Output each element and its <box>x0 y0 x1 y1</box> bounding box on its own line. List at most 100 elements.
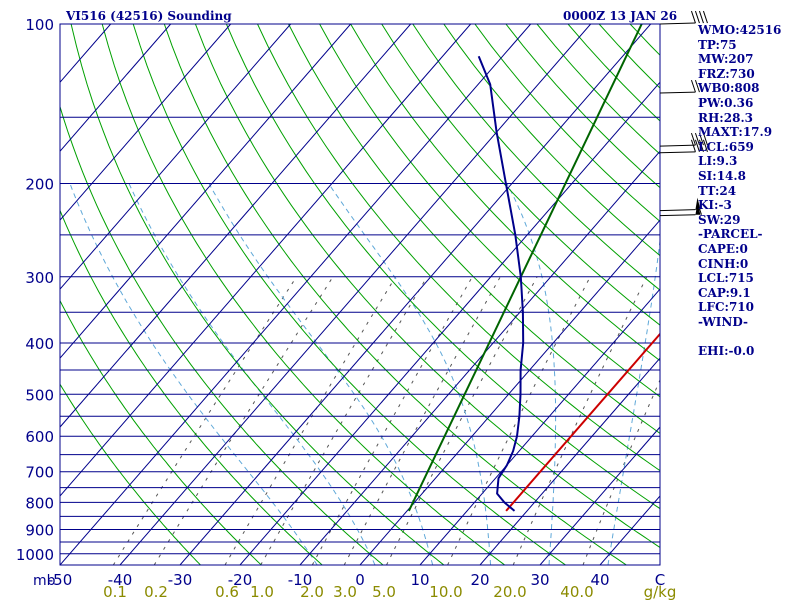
isotherm <box>60 24 172 152</box>
dry-adiabat <box>101 24 506 565</box>
stat-line: TT:24 <box>698 183 737 198</box>
isotherm <box>0 24 51 565</box>
stat-line: WMO:42516 <box>698 23 782 37</box>
dry-adiabat <box>60 104 384 565</box>
wind-barb-flag <box>695 197 701 210</box>
wind-barb-full <box>698 132 704 146</box>
mixing-ratio-line <box>343 276 501 565</box>
moist-adiabat <box>607 237 660 565</box>
isotherm <box>359 219 660 565</box>
pressure-tick-label: 1000 <box>16 546 54 564</box>
mixing-ratio-tick-label: 5.0 <box>372 583 396 600</box>
pressure-tick-label: 600 <box>25 428 54 446</box>
stat-line: CAP:9.1 <box>698 285 751 300</box>
dry-adiabat <box>70 24 445 565</box>
temperature-tick-label: -10 <box>288 571 313 589</box>
pressure-tick-label: 300 <box>25 269 54 287</box>
wind-barb-staff <box>659 214 696 217</box>
stat-line: LCL:715 <box>698 271 754 286</box>
stat-line: TP:75 <box>698 37 737 52</box>
moist-adiabats <box>69 183 660 565</box>
stat-line: LFC:710 <box>698 300 754 315</box>
isotherm <box>60 24 352 359</box>
stat-line: MW:207 <box>698 52 754 67</box>
isotherm <box>60 24 292 290</box>
wind-barb <box>659 139 708 154</box>
stat-line: -WIND- <box>698 315 748 329</box>
mixing-ratio-line <box>224 276 397 565</box>
plot-frame <box>59 23 661 566</box>
isotherm <box>539 426 660 565</box>
temperature-tick-label: 0 <box>355 571 365 589</box>
pressure-unit-label: mb <box>33 573 56 589</box>
wind-barb-staff <box>659 151 696 154</box>
wind-barb-staff <box>659 22 696 25</box>
stat-line: LCL:659 <box>698 139 754 154</box>
wind-barb-full <box>702 10 708 24</box>
mixing-lines <box>112 276 660 565</box>
temperature-tick-label: 10 <box>410 571 429 589</box>
mixing-ratio-tick-label: 10.0 <box>429 583 462 600</box>
isotherm <box>239 81 660 565</box>
moist-adiabat <box>208 183 434 565</box>
wind-barb-staff <box>659 91 696 94</box>
wind-barb-staff <box>659 209 696 212</box>
wind-barb-full <box>690 10 696 24</box>
stat-line: CAPE:0 <box>698 242 748 256</box>
dry-adiabat <box>60 299 262 565</box>
wind-barb-full <box>694 79 700 93</box>
stat-line: KI:-3 <box>698 198 732 213</box>
mixing-ratio-line <box>153 276 334 565</box>
wind-barb-full <box>702 132 708 146</box>
profiles <box>407 24 660 512</box>
mixing-ratio-tick-label: 0.1 <box>103 583 127 600</box>
isotherms <box>0 24 660 565</box>
wind-barb <box>659 79 700 94</box>
mixing-ratio-tick-label: 3.0 <box>333 583 357 600</box>
pressure-tick-label: 200 <box>25 175 54 193</box>
dewpoint-profile <box>407 24 643 512</box>
dry-adiabat <box>132 24 566 565</box>
mixing-ratio-tick-label: 20.0 <box>493 583 526 600</box>
temperature-profile <box>477 55 525 512</box>
wind-barb-staff <box>659 144 696 147</box>
stat-line: FRZ:730 <box>698 66 755 81</box>
dry-adiabat <box>225 24 660 510</box>
temperature-tick-label: -20 <box>228 571 253 589</box>
wind-barb <box>659 197 701 212</box>
temperature-tick-label: -50 <box>48 571 73 589</box>
stat-line: WB0:808 <box>698 81 760 96</box>
wind-barb-full <box>698 139 704 152</box>
temperature-tick-label: 40 <box>590 571 609 589</box>
isotherm <box>60 24 472 497</box>
wind-barb-full <box>694 132 700 146</box>
dry-adiabats <box>60 24 660 565</box>
moist-adiabat <box>69 183 318 565</box>
pressure-tick-label: 900 <box>25 522 54 540</box>
stat-line: LI:9.3 <box>698 154 738 169</box>
isotherm <box>299 150 660 565</box>
stat-line: CINH:0 <box>698 256 749 271</box>
wind-barbs <box>659 10 708 217</box>
sounding-time: 0000Z 13 JAN 26 <box>563 9 678 23</box>
dry-adiabat <box>163 24 627 565</box>
mixing-ratio-line <box>582 378 660 565</box>
temperature-tick-label: -40 <box>108 571 133 589</box>
moist-adiabat <box>328 183 492 565</box>
stat-line: -PARCEL- <box>698 227 763 242</box>
pressure-tick-label: 700 <box>25 464 54 482</box>
dry-adiabat <box>443 24 660 257</box>
mixing-ratio-unit-label: g/kg <box>644 583 677 600</box>
mixing-ratio-line <box>386 276 538 565</box>
dry-adiabat <box>381 24 660 326</box>
moist-adiabat <box>128 183 376 565</box>
stat-line: PW:0.36 <box>698 96 754 110</box>
chart-title: VI516 (42516) Sounding <box>66 9 232 23</box>
dry-adiabat <box>412 24 660 291</box>
dry-adiabat <box>194 24 660 549</box>
isotherm <box>119 24 592 565</box>
pressure-tick-label: 100 <box>25 16 54 34</box>
dry-adiabat <box>319 24 660 398</box>
mixing-ratio-tick-label: 1.0 <box>250 583 274 600</box>
